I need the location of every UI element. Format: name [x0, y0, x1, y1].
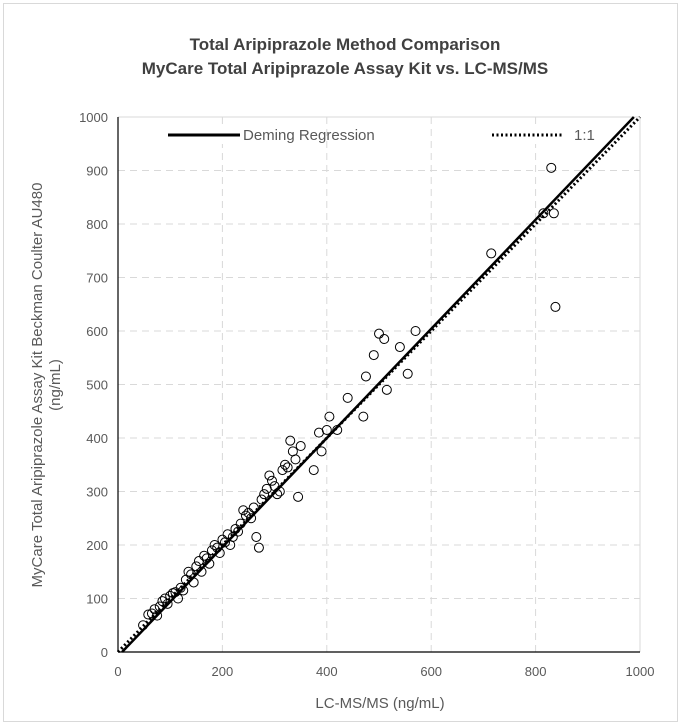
data-point: [381, 384, 392, 395]
y-tick-label: 500: [86, 378, 108, 393]
axes: [117, 116, 641, 653]
x-tick-label: 400: [316, 664, 338, 679]
data-point: [358, 411, 369, 422]
data-point: [199, 550, 210, 561]
data-point: [295, 441, 306, 452]
data-point: [546, 162, 557, 173]
data-point: [251, 531, 262, 542]
data-point: [264, 470, 275, 481]
x-tick-label: 0: [114, 664, 121, 679]
data-point: [159, 593, 170, 604]
x-tick-label: 800: [525, 664, 547, 679]
data-point: [212, 542, 223, 553]
data-point: [394, 342, 405, 353]
data-point: [290, 454, 301, 465]
data-point: [272, 489, 283, 500]
y-tick-label: 200: [86, 538, 108, 553]
data-point: [253, 542, 264, 553]
data-point: [256, 494, 267, 505]
x-tick-label: 1000: [626, 664, 655, 679]
y-tick-label: 900: [86, 164, 108, 179]
x-tick-label: 200: [212, 664, 234, 679]
chart-frame: [3, 3, 678, 722]
data-point: [209, 540, 220, 550]
data-point: [196, 566, 207, 577]
y-tick-label: 0: [101, 645, 108, 660]
data-point: [248, 502, 259, 513]
legend: Deming Regression 1:1: [164, 126, 600, 144]
data-point: [321, 424, 332, 435]
legend-label-deming: Deming Regression: [243, 127, 375, 144]
x-tick-label: 600: [420, 664, 442, 679]
y-tick-label: 800: [86, 217, 108, 232]
data-point: [259, 489, 270, 500]
data-point: [191, 561, 202, 572]
data-point: [188, 577, 199, 588]
data-point: [316, 446, 327, 457]
data-point: [149, 604, 160, 615]
data-point: [175, 582, 186, 593]
x-axis-label: LC-MS/MS (ng/mL): [315, 695, 444, 712]
data-point: [204, 558, 215, 569]
y-axis-label-line1: MyCare Total Aripiprazole Assay Kit Beck…: [29, 183, 46, 588]
y-tick-label: 100: [86, 592, 108, 607]
data-point: [308, 465, 319, 476]
data-points: [138, 162, 561, 631]
data-point: [277, 465, 288, 476]
y-tick-label: 300: [86, 485, 108, 500]
legend-label-identity: 1:1: [574, 127, 595, 144]
data-point: [214, 548, 225, 559]
data-point: [222, 529, 233, 540]
data-point: [285, 435, 296, 446]
data-point: [157, 596, 168, 607]
y-tick-label: 600: [86, 324, 108, 339]
data-point: [410, 326, 421, 336]
data-point: [152, 610, 163, 621]
data-point: [201, 553, 212, 564]
y-tick-label: 1000: [79, 110, 108, 125]
x-tick-labels: 0 200 400 600 800 1000: [114, 664, 654, 679]
data-point: [486, 248, 497, 259]
data-point: [280, 459, 291, 470]
data-point: [238, 505, 249, 516]
data-point: [548, 208, 559, 219]
data-point: [360, 371, 371, 382]
y-tick-labels: 0 100 200 300 400 500 600 700 800 900 1000: [79, 110, 108, 660]
grid: [118, 117, 640, 652]
data-point: [243, 507, 254, 518]
data-point: [173, 593, 184, 604]
deming-regression-line: [121, 116, 635, 653]
data-point: [402, 368, 413, 379]
data-point: [266, 475, 277, 486]
data-point: [246, 513, 257, 524]
data-point: [342, 392, 353, 403]
data-point: [379, 334, 390, 345]
data-point: [183, 566, 194, 577]
data-point: [240, 510, 251, 521]
data-point: [138, 620, 149, 631]
data-point: [235, 518, 246, 529]
data-point: [274, 486, 285, 497]
data-point: [368, 350, 379, 361]
data-point: [538, 208, 549, 219]
data-point: [178, 585, 189, 596]
y-tick-label: 700: [86, 271, 108, 286]
data-point: [282, 462, 293, 473]
data-point: [230, 523, 241, 534]
y-axis-label-line2: (ng/mL): [47, 359, 64, 411]
data-point: [374, 328, 384, 339]
legend-bg-identity: [488, 126, 600, 144]
y-tick-label: 400: [86, 431, 108, 446]
data-point: [550, 301, 561, 312]
chart-title: Total Aripiprazole Method Comparison: [190, 35, 501, 54]
data-point: [293, 491, 304, 502]
data-point: [217, 534, 228, 545]
data-point: [332, 424, 343, 435]
data-point: [324, 411, 335, 422]
chart-subtitle: MyCare Total Aripiprazole Assay Kit vs. …: [142, 59, 549, 78]
